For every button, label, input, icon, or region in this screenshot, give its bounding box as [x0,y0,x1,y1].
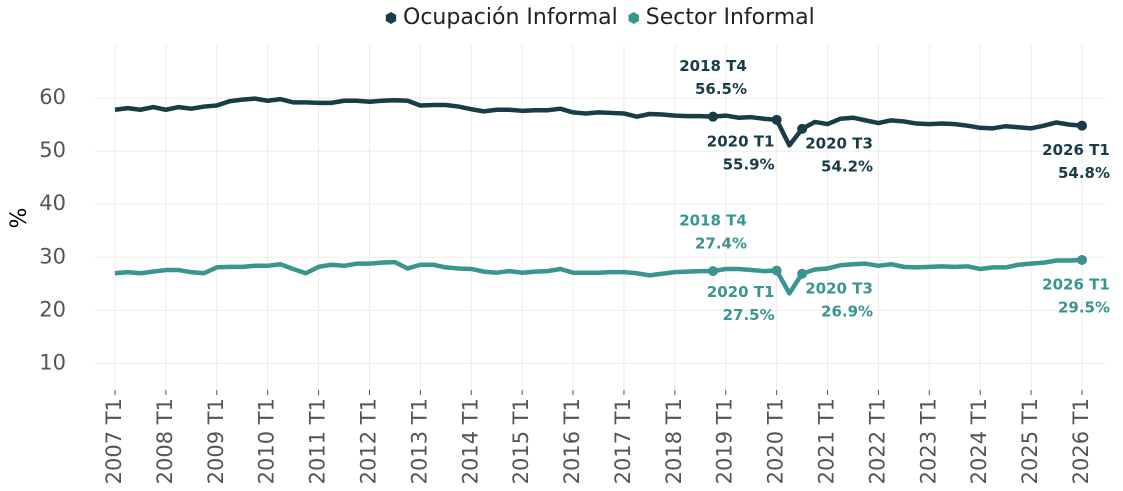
annotation-point [1077,120,1087,131]
annotation-label: 2018 T4 [679,57,747,75]
y-tick-label: 60 [39,85,66,109]
x-tick-label: 2020 T1 [764,398,788,484]
annotation-value: 27.4% [695,235,747,253]
x-tick-label: 2010 T1 [255,398,279,484]
legend-label: Ocupación Informal [403,5,618,30]
x-tick-label: 2011 T1 [306,398,330,484]
annotation-value: 27.5% [723,306,775,324]
x-tick-label: 2016 T1 [560,398,584,484]
y-tick-label: 10 [39,350,66,374]
annotation-label: 2026 T1 [1042,141,1110,159]
x-tick-label: 2025 T1 [1018,398,1042,484]
x-tick-label: 2023 T1 [916,398,940,484]
legend-marker [385,12,397,24]
y-tick-label: 40 [39,191,66,215]
annotation-point [771,114,782,125]
annotation-point [771,265,782,276]
x-tick-label: 2009 T1 [204,398,228,484]
annotation-point [708,111,719,122]
x-tick-label: 2013 T1 [407,398,431,484]
annotation-label: 2020 T1 [707,132,775,150]
annotation-point [1077,254,1087,265]
annotation-label: 2020 T3 [805,279,873,297]
legend-marker [628,12,639,24]
annotation-value: 56.5% [695,80,747,98]
x-tick-label: 2024 T1 [967,398,991,484]
x-tick-label: 2026 T1 [1069,398,1093,484]
annotation-point [708,266,719,277]
annotation-value: 54.2% [821,157,873,175]
x-tick-label: 2017 T1 [611,398,635,484]
x-tick-label: 2012 T1 [356,398,380,484]
annotation-point [797,123,808,134]
annotation-label: 2020 T3 [805,134,873,152]
x-tick-label: 2018 T1 [662,398,686,484]
annotation-value: 55.9% [723,155,775,173]
annotation-value: 54.8% [1058,164,1110,182]
x-tick-label: 2007 T1 [102,398,126,484]
annotation-value: 26.9% [821,302,873,320]
y-tick-label: 50 [39,138,66,162]
x-tick-label: 2021 T1 [815,398,839,484]
x-tick-label: 2022 T1 [865,398,889,484]
legend: Ocupación Informal Sector Informal [385,5,815,30]
legend-label: Sector Informal [646,5,815,30]
x-tick-label: 2019 T1 [713,398,737,484]
x-tick-label: 2014 T1 [458,398,482,484]
annotation-value: 29.5% [1058,298,1110,316]
annotation-label: 2026 T1 [1042,275,1110,293]
x-tick-label: 2015 T1 [509,398,533,484]
series-line [114,96,1083,148]
y-tick-label: 20 [39,297,66,321]
annotation-point [797,268,808,279]
series-line [114,257,1083,296]
annotation-label: 2018 T4 [679,212,747,230]
y-axis-label: % [7,208,32,229]
x-tick-label: 2008 T1 [153,398,177,484]
annotation-label: 2020 T1 [707,283,775,301]
y-tick-label: 30 [39,244,66,268]
